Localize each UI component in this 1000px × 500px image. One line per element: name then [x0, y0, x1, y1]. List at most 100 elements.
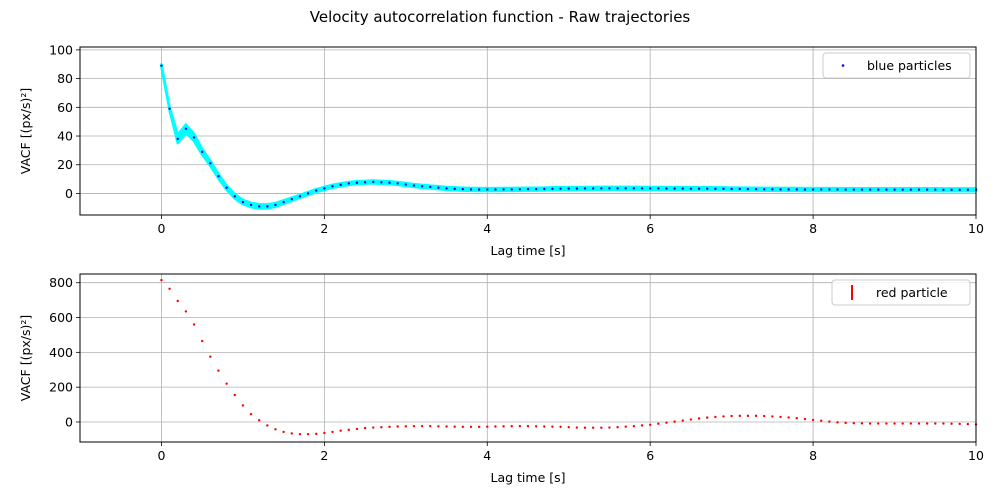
top-data-point — [730, 187, 733, 191]
top-y-tick-label: 80 — [57, 71, 73, 86]
top-data-point — [331, 185, 334, 188]
top-data-point — [412, 184, 416, 187]
bottom-data-point — [249, 412, 253, 416]
top-data-point — [567, 187, 570, 190]
bottom-data-point — [706, 416, 709, 419]
bottom-data-point — [453, 425, 456, 428]
top-data-point — [811, 188, 815, 191]
top-data-point — [315, 189, 318, 192]
top-data-point — [779, 188, 782, 191]
top-data-point — [893, 188, 896, 191]
top-y-axis-label: VACF [(px/s)²] — [18, 88, 33, 175]
top-data-point — [795, 188, 798, 191]
bottom-data-point — [502, 425, 505, 428]
bottom-x-tick-label: 10 — [968, 448, 984, 463]
top-data-point — [306, 192, 310, 195]
top-data-points — [160, 64, 978, 208]
top-data-point — [844, 188, 847, 191]
bottom-y-ticks: 0 200 400 600 800 — [49, 275, 80, 429]
top-data-point — [168, 107, 171, 110]
bottom-data-point — [901, 422, 904, 425]
top-data-point — [909, 188, 913, 191]
bottom-data-point — [266, 424, 269, 427]
bottom-data-point — [852, 421, 856, 425]
top-data-point — [347, 182, 350, 185]
top-data-point — [534, 187, 538, 191]
bottom-data-point — [437, 425, 440, 428]
bottom-data-point — [176, 299, 179, 303]
top-data-point — [469, 188, 473, 191]
top-data-point — [510, 188, 513, 191]
bottom-data-point — [388, 425, 391, 429]
top-x-tick-label: 4 — [483, 221, 491, 236]
top-data-point — [184, 127, 188, 131]
top-data-point — [282, 200, 285, 204]
bottom-axes-frame — [79, 273, 977, 443]
bottom-data-point — [730, 414, 733, 418]
bottom-data-point — [608, 426, 611, 429]
top-data-point — [160, 64, 163, 67]
bottom-subplot: 0 2 4 6 8 10 0 200 400 600 800 Lag time [s] VACF … — [18, 273, 984, 485]
bottom-data-point — [624, 425, 627, 428]
top-data-point — [551, 187, 554, 191]
top-x-tick-label: 6 — [646, 221, 654, 236]
top-data-point — [803, 188, 807, 191]
top-data-point — [396, 182, 399, 185]
bottom-data-point — [934, 422, 937, 425]
top-data-point — [249, 203, 253, 207]
bottom-data-point — [543, 425, 546, 428]
bottom-data-point — [306, 432, 310, 436]
bottom-y-tick-label: 800 — [49, 275, 73, 290]
bottom-data-point — [315, 432, 318, 436]
bottom-data-point — [925, 422, 929, 425]
top-x-axis-label: Lag time [s] — [490, 243, 565, 258]
bottom-data-point — [771, 415, 774, 418]
bottom-data-point — [754, 414, 758, 418]
bottom-data-point — [657, 422, 660, 425]
top-y-tick-label: 60 — [57, 100, 73, 115]
top-data-point — [828, 188, 831, 191]
top-data-point — [583, 187, 587, 190]
top-data-point — [648, 187, 652, 190]
top-data-point — [437, 186, 440, 189]
top-data-point — [372, 180, 375, 184]
bottom-x-tick-label: 2 — [320, 448, 328, 463]
bottom-x-tick-label: 8 — [809, 448, 817, 463]
bottom-data-point — [820, 419, 823, 422]
top-data-point — [958, 188, 961, 192]
top-data-point — [722, 187, 725, 191]
bottom-data-point — [363, 426, 367, 430]
top-data-point — [877, 188, 880, 191]
top-y-tick-label: 40 — [57, 129, 73, 144]
top-data-point — [820, 188, 823, 191]
top-x-tick-label: 0 — [157, 221, 165, 236]
bottom-data-point — [917, 422, 921, 425]
bottom-data-point — [958, 422, 961, 426]
top-data-point — [217, 175, 220, 178]
bottom-data-point — [950, 422, 953, 425]
top-data-point — [266, 205, 269, 208]
bottom-data-point — [583, 426, 587, 429]
top-data-point — [176, 137, 179, 141]
bottom-data-point — [200, 339, 204, 343]
top-data-point — [763, 188, 766, 191]
bottom-data-point — [290, 432, 293, 435]
bottom-data-point — [738, 414, 741, 418]
bottom-data-point — [274, 428, 277, 431]
bottom-data-point — [640, 424, 644, 427]
top-x-tick-label: 2 — [320, 221, 328, 236]
top-data-point — [754, 187, 758, 191]
bottom-data-point — [323, 431, 326, 435]
top-legend: blue particles — [822, 52, 971, 79]
top-data-point — [608, 187, 611, 190]
bottom-data-point — [380, 426, 383, 429]
top-data-point — [673, 187, 676, 190]
bottom-data-point — [477, 425, 481, 429]
bottom-data-point — [494, 425, 497, 428]
top-axes-frame — [79, 46, 977, 216]
bottom-data-point — [412, 424, 416, 428]
bottom-x-tick-label: 6 — [646, 448, 654, 463]
bottom-data-point — [868, 422, 872, 425]
bottom-data-point — [298, 432, 302, 436]
